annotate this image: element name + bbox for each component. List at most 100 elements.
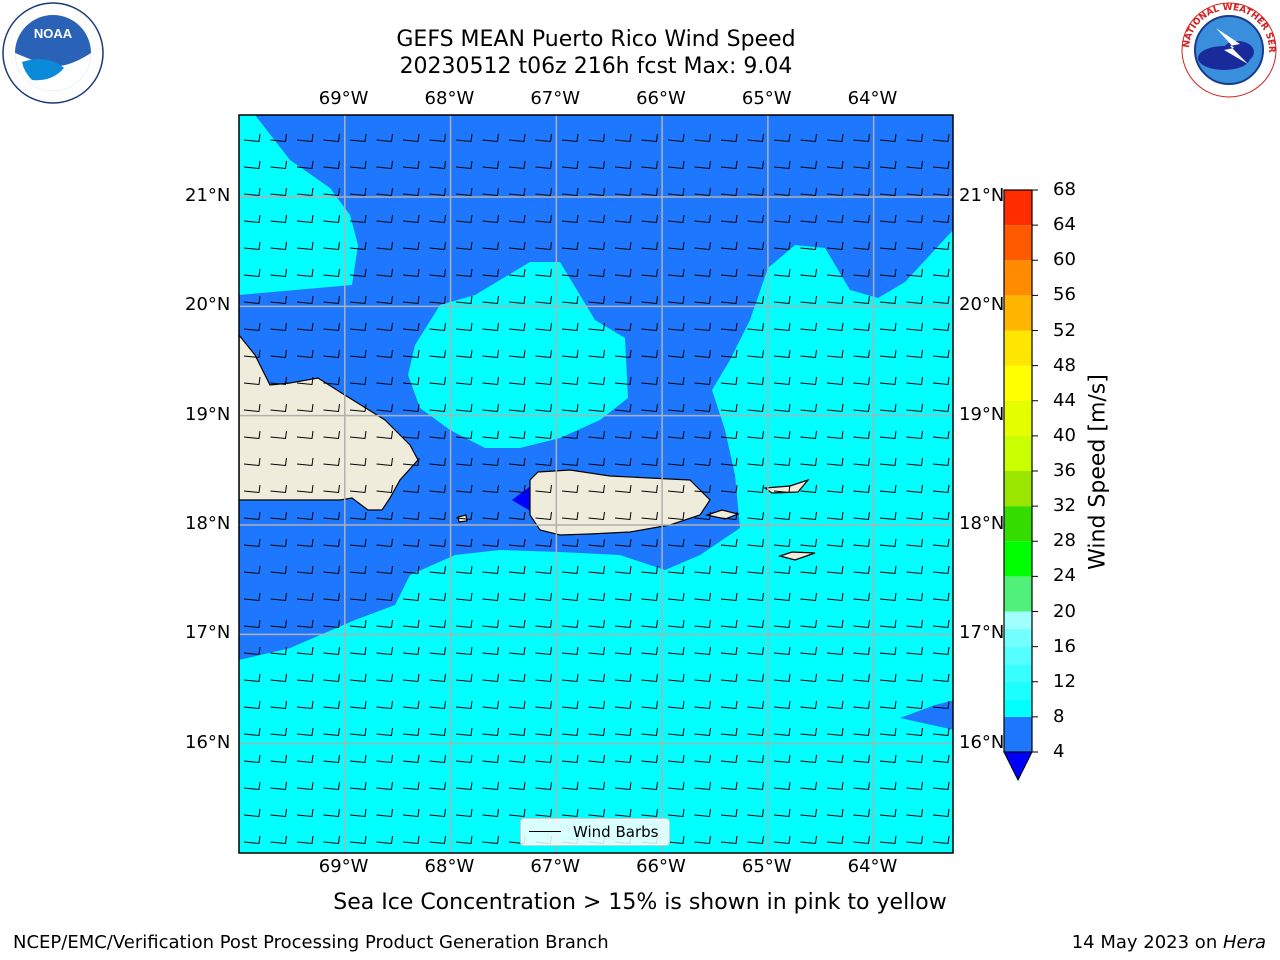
wind-barb: [667, 565, 685, 575]
longitude-label-top: 68°W: [424, 88, 475, 109]
wind-barb: [853, 349, 870, 359]
wind-barb: [614, 565, 632, 575]
wind-barb: [800, 565, 817, 575]
wind-barb: [482, 646, 499, 656]
wind-barb: [296, 403, 314, 413]
chart-title: GEFS MEAN Puerto Rico Wind Speed: [396, 27, 796, 52]
wind-barb: [482, 511, 499, 521]
wind-barb: [906, 700, 923, 710]
wind-barb: [853, 241, 870, 251]
longitude-label-top: 66°W: [636, 88, 686, 109]
wind-barb: [243, 133, 261, 143]
wind-barb: [932, 403, 950, 413]
wind-barb: [720, 484, 738, 494]
colorbar-segment: [1004, 471, 1032, 507]
wind-barb: [747, 187, 764, 197]
wind-barb: [508, 673, 526, 683]
wind-barb: [773, 592, 791, 602]
wind-barb: [614, 268, 632, 278]
wind-barb: [561, 484, 579, 494]
colorbar-segment: [1004, 681, 1032, 700]
wind-barb: [773, 565, 791, 575]
wind-barb: [853, 646, 870, 656]
wind-barb: [508, 349, 526, 359]
wind-barb: [879, 457, 897, 467]
wind-barb: [376, 781, 393, 791]
wind-barb: [323, 133, 340, 143]
wind-barb: [879, 403, 897, 413]
noaa-logo: NOAA: [2, 2, 104, 104]
wind-barb: [720, 295, 738, 305]
wind-barb: [296, 808, 314, 818]
wind-barb: [773, 133, 791, 143]
wind-barb: [535, 187, 552, 197]
wind-barb: [455, 646, 473, 656]
wind-barb: [906, 673, 923, 683]
wind-barb: [535, 268, 552, 278]
longitude-label-bottom: 64°W: [847, 856, 898, 877]
wind-barb: [747, 592, 764, 602]
wind-barb: [800, 187, 817, 197]
nws-logo: NATIONAL WEATHER SERVICE: [1178, 0, 1277, 98]
wind-barb: [323, 700, 340, 710]
wind-barb: [376, 187, 393, 197]
wind-barb: [826, 565, 844, 575]
wind-barb: [482, 133, 499, 143]
wind-barb: [429, 835, 446, 845]
wind-barb: [588, 727, 605, 737]
wind-barb: [270, 187, 287, 197]
wind-barb: [402, 646, 420, 656]
wind-barb: [932, 700, 950, 710]
colorbar-segment: [1004, 629, 1032, 647]
wind-barb: [932, 241, 950, 251]
wind-barb: [641, 646, 658, 656]
wind-barb: [694, 700, 711, 710]
longitude-label-bottom: 68°W: [424, 856, 475, 877]
wind-barb: [429, 808, 446, 818]
wind-barb: [243, 511, 261, 521]
wind-barb: [588, 187, 605, 197]
wind-barb: [535, 619, 552, 629]
wind-barb: [747, 349, 764, 359]
wind-barb: [376, 403, 393, 413]
colorbar-tick-label: 16: [1053, 635, 1076, 657]
wind-barb: [561, 619, 579, 629]
wind-barb: [614, 214, 632, 224]
legend-line-icon: [529, 831, 561, 832]
wind-barb: [349, 160, 367, 170]
wind-barb: [482, 295, 499, 305]
wind-barb: [667, 808, 685, 818]
wind-barb: [561, 295, 579, 305]
wind-barb: [482, 673, 499, 683]
wind-barb: [402, 457, 420, 467]
wind-barb: [932, 592, 950, 602]
wind-barb: [349, 430, 367, 440]
wind-barb: [429, 160, 446, 170]
wind-barb: [561, 376, 579, 386]
wind-barb: [270, 808, 287, 818]
wind-barb: [588, 511, 605, 521]
wind-barb: [296, 241, 314, 251]
wind-barb: [508, 160, 526, 170]
wind-barb: [349, 268, 367, 278]
wind-barb: [932, 646, 950, 656]
wind-barb: [694, 781, 711, 791]
wind-barb: [296, 457, 314, 467]
wind-barb: [349, 187, 367, 197]
wind-barb: [243, 592, 261, 602]
wind-barb: [641, 673, 658, 683]
wind-barb: [243, 484, 261, 494]
wind-barb: [243, 160, 261, 170]
wind-barb: [747, 700, 764, 710]
wind-barb: [906, 376, 923, 386]
wind-barb: [667, 214, 685, 224]
wind-barb: [800, 808, 817, 818]
wind-barb: [349, 349, 367, 359]
wind-barb: [588, 376, 605, 386]
wind-barb: [508, 511, 526, 521]
wind-barb: [853, 160, 870, 170]
wind-barb: [296, 187, 314, 197]
wind-barb: [323, 349, 340, 359]
wind-barb: [482, 214, 499, 224]
wind-barb: [455, 376, 473, 386]
